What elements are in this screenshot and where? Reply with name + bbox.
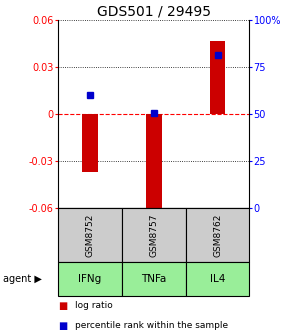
Bar xyxy=(210,41,226,114)
Text: TNFa: TNFa xyxy=(141,274,166,284)
Text: IL4: IL4 xyxy=(210,274,225,284)
Text: GSM8762: GSM8762 xyxy=(213,213,222,257)
Text: ■: ■ xyxy=(58,321,67,331)
Bar xyxy=(186,262,249,296)
Bar xyxy=(122,262,186,296)
Bar xyxy=(58,262,122,296)
Text: agent ▶: agent ▶ xyxy=(3,274,42,284)
Bar xyxy=(122,208,186,262)
Title: GDS501 / 29495: GDS501 / 29495 xyxy=(97,5,211,19)
Bar xyxy=(146,114,162,216)
Bar xyxy=(82,114,98,172)
Text: GSM8757: GSM8757 xyxy=(149,213,158,257)
Bar xyxy=(58,208,122,262)
Text: percentile rank within the sample: percentile rank within the sample xyxy=(75,322,229,330)
Bar xyxy=(186,208,249,262)
Text: ■: ■ xyxy=(58,301,67,311)
Text: IFNg: IFNg xyxy=(78,274,102,284)
Text: GSM8752: GSM8752 xyxy=(85,213,95,257)
Text: log ratio: log ratio xyxy=(75,301,113,310)
